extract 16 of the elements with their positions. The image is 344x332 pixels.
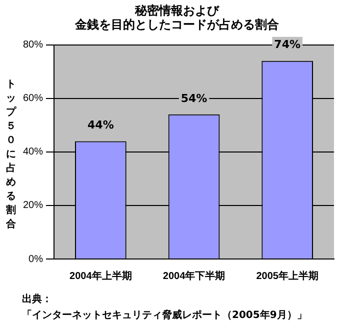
data-label: 74% [274, 38, 301, 52]
x-tick-label: 2004年下半期 [162, 270, 226, 282]
data-label: 54% [180, 92, 208, 105]
x-tick-label: 2004年上半期 [70, 270, 132, 282]
x-tick-label: 2005年上半期 [256, 270, 318, 282]
source-note: 出典： [22, 292, 53, 307]
text: トップ５０に占める割合 [6, 79, 16, 230]
data-label: 44% [88, 118, 114, 132]
y-tick-label: 20% [23, 200, 44, 212]
y-tick-label: 60% [23, 93, 44, 104]
y-tick-label: 0% [28, 254, 44, 265]
chart-subtitle: 金銭を目的としたコードが占める割合 [74, 18, 280, 32]
y-tick-label: 80% [23, 40, 44, 51]
text: 「インターネットセキュリティ脅威レポート（2005年9月）」 [22, 308, 307, 323]
chart-title: 秘密情報および [134, 3, 220, 18]
y-tick-label: 40% [23, 146, 44, 158]
